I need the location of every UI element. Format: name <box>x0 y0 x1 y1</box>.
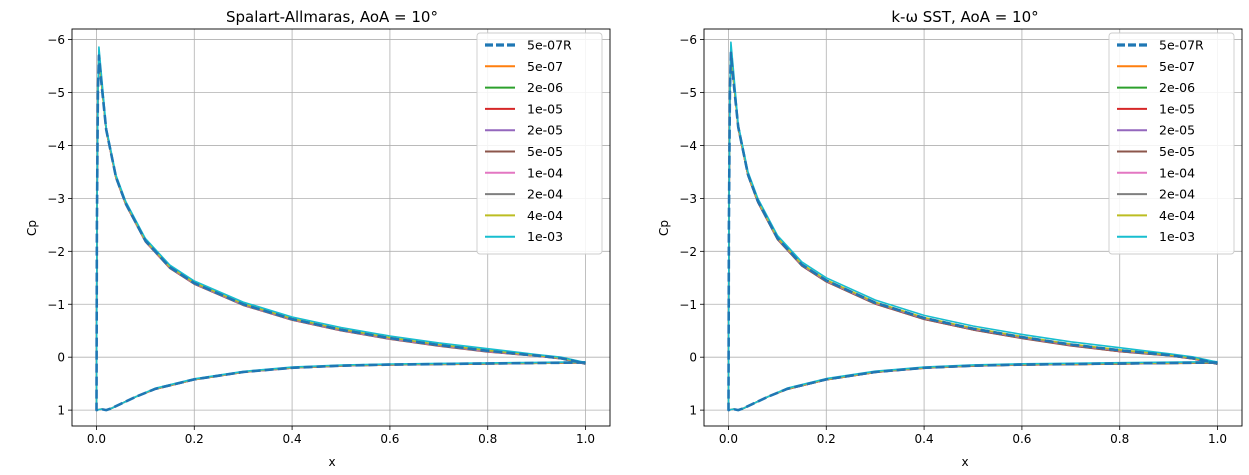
legend-label: 1e-03 <box>1159 229 1195 244</box>
legend-label: 5e-05 <box>527 144 563 159</box>
legend-label: 4e-04 <box>527 208 563 223</box>
chart-title: Spalart-Allmaras, AoA = 10° <box>226 8 438 26</box>
legend-label: 2e-06 <box>1159 80 1195 95</box>
x-tick-label: 0.4 <box>283 432 302 446</box>
legend-label: 5e-07 <box>527 59 563 74</box>
x-tick-label: 0.6 <box>380 432 399 446</box>
legend-label: 5e-07R <box>527 38 572 53</box>
x-tick-label: 0.8 <box>1110 432 1129 446</box>
y-tick-label: −6 <box>679 33 697 47</box>
x-tick-label: 0.8 <box>478 432 497 446</box>
series-line-5e-07R <box>95 54 586 412</box>
y-tick-label: −2 <box>679 245 697 259</box>
x-tick-label: 0.4 <box>915 432 934 446</box>
y-tick-label: −4 <box>47 139 65 153</box>
y-tick-label: −3 <box>679 192 697 206</box>
legend: 5e-07R 5e-07 2e-06 1e-05 2e-05 5e-05 1e-04 2e-0… <box>1108 32 1235 255</box>
legend: 5e-07R 5e-07 2e-06 1e-05 2e-05 5e-05 1e-04 2e-0… <box>476 32 603 255</box>
chart-spalart-allmaras: Spalart-Allmaras, AoA = 10° x Cp 0.0 0.2 0… <box>25 8 611 469</box>
chart-title: k-ω SST, AoA = 10° <box>891 8 1038 26</box>
legend-label: 1e-03 <box>527 229 563 244</box>
y-tick-label: −1 <box>679 298 697 312</box>
legend-label: 1e-05 <box>527 101 563 116</box>
legend-label: 1e-04 <box>1159 165 1195 180</box>
legend-label: 4e-04 <box>1159 208 1195 223</box>
x-tick-label: 0.0 <box>719 432 738 446</box>
y-axis-label: Cp <box>25 220 39 236</box>
x-tick-label: 0.6 <box>1012 432 1031 446</box>
legend-label: 2e-06 <box>527 80 563 95</box>
y-tick-label: −3 <box>47 192 65 206</box>
y-tick-label: 0 <box>689 351 697 365</box>
y-tick-label: −5 <box>47 86 65 100</box>
y-tick-label: −4 <box>679 139 697 153</box>
x-axis-label: x <box>961 455 968 469</box>
y-tick-label: 1 <box>689 404 697 418</box>
legend-label: 5e-05 <box>1159 144 1195 159</box>
legend-label: 2e-05 <box>1159 123 1195 138</box>
x-tick-label: 1.0 <box>1208 432 1227 446</box>
x-tick-label: 0.2 <box>185 432 204 446</box>
x-axis-label: x <box>328 455 335 469</box>
x-tick-label: 0.0 <box>87 432 106 446</box>
legend-label: 5e-07R <box>1159 38 1204 53</box>
y-tick-label: −1 <box>47 298 65 312</box>
y-tick-label: −5 <box>679 86 697 100</box>
series-line-5e-07R <box>727 51 1218 412</box>
series-group <box>95 46 586 412</box>
plot-frame <box>71 28 611 427</box>
legend-label: 5e-07 <box>1159 59 1195 74</box>
legend-label: 2e-05 <box>527 123 563 138</box>
x-tick-label: 0.2 <box>817 432 836 446</box>
y-axis-label: Cp <box>657 220 671 236</box>
x-tick-label: 1.0 <box>576 432 595 446</box>
y-tick-label: −2 <box>47 245 65 259</box>
y-tick-label: 0 <box>57 351 65 365</box>
legend-label: 2e-04 <box>527 187 563 202</box>
legend-label: 1e-04 <box>527 165 563 180</box>
legend-label: 2e-04 <box>1159 187 1195 202</box>
legend-label: 1e-05 <box>1159 101 1195 116</box>
y-tick-label: −6 <box>47 33 65 47</box>
y-tick-label: 1 <box>57 404 65 418</box>
plot-frame <box>703 28 1243 427</box>
series-group <box>727 41 1218 412</box>
chart-k-omega-sst: k-ω SST, AoA = 10° x Cp 0.0 0.2 0.4 0.6 0.8 1… <box>657 8 1243 469</box>
